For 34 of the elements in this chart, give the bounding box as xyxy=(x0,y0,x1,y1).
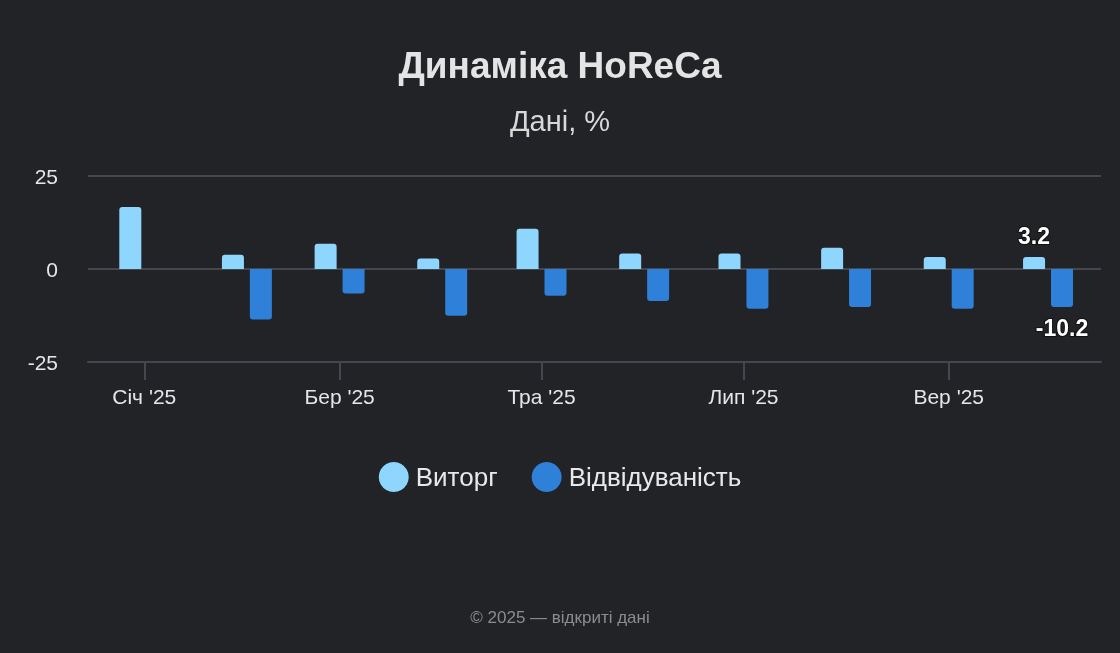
bar xyxy=(849,269,872,307)
x-tick-label: Тра '25 xyxy=(507,385,576,408)
x-tick-label: Лип '25 xyxy=(708,385,779,408)
bar xyxy=(923,257,946,269)
bar xyxy=(821,247,844,269)
bar xyxy=(544,269,567,296)
bar xyxy=(417,258,440,269)
bar xyxy=(249,269,272,320)
x-tick-label: Вер '25 xyxy=(913,385,985,408)
bar xyxy=(1051,269,1073,307)
y-tick-label: 25 xyxy=(34,164,58,188)
text: © 2025 — відкриті дані xyxy=(470,608,650,627)
y-tick-label: 0 xyxy=(46,257,58,281)
data-label: -10.2 xyxy=(1035,315,1089,342)
bar xyxy=(746,269,769,309)
bar xyxy=(619,253,642,269)
bar xyxy=(647,269,670,301)
chart-title: Динаміка HoReCa xyxy=(398,45,722,86)
bar xyxy=(718,253,741,269)
bar xyxy=(314,243,337,269)
legend-label: Відвідуваність xyxy=(568,462,742,492)
x-tick-label: Бер '25 xyxy=(304,385,375,408)
bar xyxy=(342,269,365,294)
y-tick-label: -25 xyxy=(27,350,58,374)
chart-subtitle: Дані, % xyxy=(509,104,611,137)
bar xyxy=(951,269,974,309)
data-label: 3.2 xyxy=(1018,222,1051,249)
bar xyxy=(516,228,539,269)
bar xyxy=(1023,257,1046,269)
bar xyxy=(445,269,468,316)
bar xyxy=(221,254,244,269)
legend-label: Виторг xyxy=(415,462,498,492)
x-tick-label: Січ '25 xyxy=(112,385,177,408)
bar xyxy=(119,206,142,269)
